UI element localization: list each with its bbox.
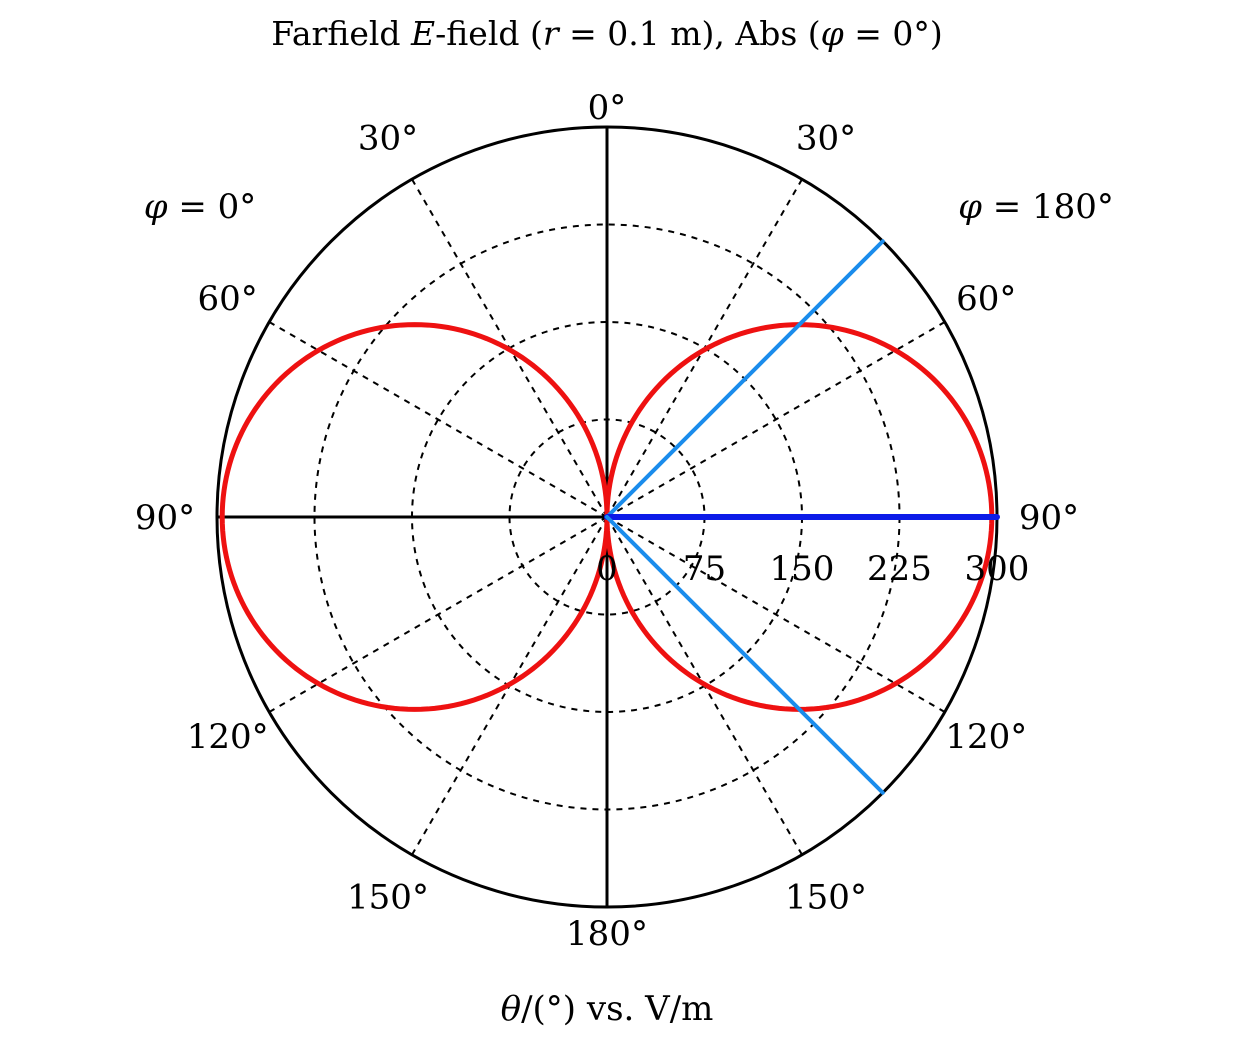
radial-tick-label-0: 0 [596, 549, 618, 589]
angle-tick-label-left-30: 30° [358, 119, 418, 159]
angle-tick-label-center-180: 180° [566, 914, 648, 954]
angle-tick-label-right-150: 150° [785, 877, 867, 917]
grid-spoke-120-right [606, 516, 946, 713]
angle-tick-label-right-60: 60° [956, 279, 1016, 319]
angle-tick-label-left-60: 60° [198, 279, 258, 319]
series-ray-45 [605, 239, 885, 519]
angle-tick-label-right-120: 120° [945, 717, 1027, 757]
grid-spoke-60-left [268, 321, 608, 518]
angle-tick-label-center-0: 0° [588, 88, 627, 128]
angle-tick-label-left-120: 120° [187, 717, 269, 757]
x-axis-label: θ/(°) vs. V/m [501, 989, 714, 1029]
half-label-right: φ = 180° [958, 187, 1114, 227]
angle-tick-label-right-30: 30° [796, 119, 856, 159]
radial-tick-label-225: 225 [867, 549, 932, 589]
grid-spoke-120-left [268, 516, 608, 713]
angle-tick-label-left-90: 90° [135, 498, 195, 538]
chart-title: Farfield E-field (r = 0.1 m), Abs (φ = 0… [271, 14, 943, 53]
radial-tick-label-150: 150 [770, 549, 835, 589]
grid-spoke-60-right [606, 321, 946, 518]
radial-tick-label-300: 300 [965, 549, 1030, 589]
series-pattern-lobe-left [219, 322, 610, 712]
series-ray-135 [605, 515, 885, 795]
angle-tick-label-left-150: 150° [347, 877, 429, 917]
half-label-left: φ = 0° [144, 187, 257, 227]
series-layer [219, 239, 1000, 795]
radial-tick-label-75: 75 [683, 549, 726, 589]
tick-labels: 0 75 150 225 300 0° 30° 60° 90° 120° 150° 180° 30° 60… [135, 88, 1079, 954]
angle-tick-label-right-90: 90° [1019, 498, 1079, 538]
